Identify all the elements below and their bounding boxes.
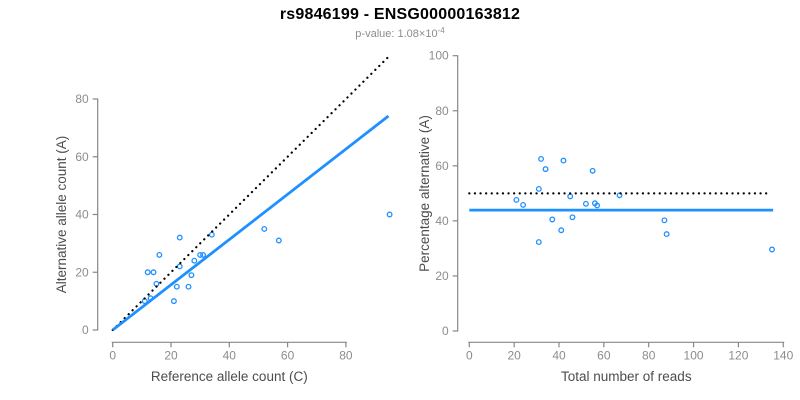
x-tick-label: 60 — [597, 348, 611, 362]
y-tick-label: 40 — [435, 214, 449, 228]
identity-line — [111, 54, 391, 332]
y-tick-label: 40 — [75, 208, 89, 222]
data-point — [156, 251, 163, 258]
y-tick-label: 20 — [75, 265, 89, 279]
y-tick-label: 60 — [75, 150, 89, 164]
x-tick-label: 40 — [552, 348, 566, 362]
data-point — [535, 239, 542, 246]
data-point — [153, 280, 160, 287]
data-point — [535, 185, 542, 192]
data-point — [582, 200, 589, 207]
y-tick-label: 100 — [429, 49, 449, 63]
data-point — [261, 225, 268, 232]
data-point — [150, 269, 157, 276]
data-point — [188, 272, 195, 279]
x-tick-label: 120 — [728, 348, 748, 362]
x-tick-label: 60 — [281, 348, 295, 362]
data-point — [176, 263, 183, 270]
data-point — [170, 298, 177, 305]
x-tick-label: 0 — [466, 348, 473, 362]
x-tick-label: 0 — [109, 348, 116, 362]
x-tick-label: 40 — [223, 348, 237, 362]
x-tick-label: 20 — [164, 348, 178, 362]
data-point — [558, 227, 565, 234]
data-point — [538, 155, 545, 162]
data-point — [386, 211, 393, 218]
y-tick-label: 20 — [435, 269, 449, 283]
data-point — [567, 193, 574, 200]
x-tick-label: 80 — [642, 348, 656, 362]
y-tick-label: 0 — [82, 323, 89, 337]
y-axis-title: Percentage alternative (A) — [417, 115, 432, 272]
data-point — [594, 202, 601, 209]
data-point — [208, 231, 215, 238]
figure-title: rs9846199 - ENSG00000163812 — [279, 6, 521, 23]
plot-percentage-vs-reads: 0 20 40 60 80 100 0 20 40 60 80 100 120 140 Total numb… — [417, 49, 794, 384]
data-point — [185, 283, 192, 290]
data-point — [589, 167, 596, 174]
data-point — [569, 214, 576, 221]
y-tick-label: 60 — [435, 159, 449, 173]
y-tick-label: 0 — [442, 324, 449, 338]
data-point — [520, 201, 527, 208]
x-tick-label: 140 — [773, 348, 793, 362]
data-point — [769, 246, 775, 253]
data-point — [173, 283, 180, 290]
data-point — [663, 231, 670, 238]
data-point — [144, 269, 151, 276]
data-point — [191, 257, 198, 264]
y-tick-label: 80 — [75, 92, 89, 106]
figure-subtitle: p-value: 1.08×10-4 — [0, 26, 800, 40]
data-point — [661, 217, 668, 224]
fit-line — [111, 114, 390, 332]
x-axis-title: Reference allele count (C) — [151, 369, 308, 384]
plot-allele-counts: 0 20 40 60 80 0 20 40 60 80 Reference allele count… — [54, 54, 393, 384]
x-tick-label: 20 — [507, 348, 521, 362]
data-point — [197, 251, 204, 258]
x-tick-label: 80 — [339, 348, 353, 362]
data-point — [542, 166, 549, 173]
subtitle-exponent: -4 — [437, 26, 445, 35]
x-tick-label: 100 — [684, 348, 704, 362]
subtitle-text: p-value: 1.08×10 — [355, 28, 438, 40]
data-point — [513, 197, 520, 203]
data-point — [549, 216, 556, 223]
y-axis-title: Alternative allele count (A) — [54, 136, 69, 294]
data-point — [176, 234, 183, 241]
x-axis-title: Total number of reads — [561, 369, 692, 384]
data-point — [275, 237, 282, 244]
data-point — [560, 157, 567, 164]
data-point — [200, 251, 207, 258]
y-tick-label: 80 — [435, 104, 449, 118]
